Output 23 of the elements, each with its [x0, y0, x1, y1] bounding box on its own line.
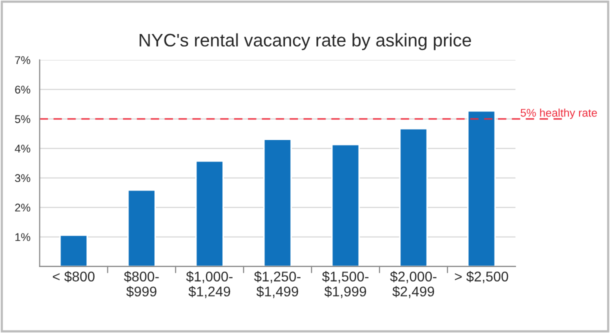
y-tick-label: 6% [15, 86, 30, 94]
y-tick-label: 7% [15, 56, 30, 64]
bar [467, 110, 496, 266]
x-tick-label: $1,500- $1,999 [322, 271, 368, 298]
x-tick-label: $1,250- $1,499 [254, 271, 300, 298]
bar [399, 128, 428, 266]
x-tick-label: < $800 [52, 271, 95, 282]
bar [331, 144, 360, 266]
x-tick-label: $2,000- $2,499 [390, 271, 436, 298]
x-tick-label: > $2,500 [454, 271, 508, 284]
y-tick-label: 2% [15, 204, 30, 212]
ref-line-label: 5% healthy rate [520, 108, 597, 119]
x-tick-label: $1,000- $1,249 [186, 271, 233, 298]
y-tick-label: 4% [14, 144, 30, 153]
bar [59, 234, 88, 266]
chart-title: NYC's rental vacancy rate by asking price [140, 33, 472, 50]
y-tick-label: 3% [14, 174, 30, 182]
x-tick-label: $800- $999 [124, 271, 159, 298]
y-tick-label: 5% [15, 115, 30, 124]
bar [127, 189, 156, 266]
bar [195, 160, 224, 266]
y-tick-label: 1% [15, 233, 30, 241]
bar [263, 138, 292, 266]
